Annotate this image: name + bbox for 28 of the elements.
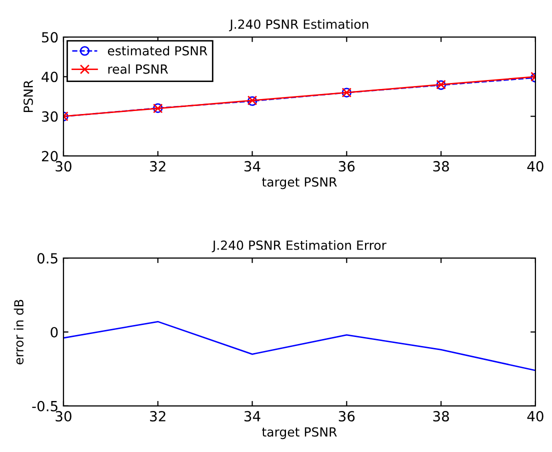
y-tick-label: -0.5 (32, 400, 58, 412)
x-tick-label: 38 (433, 161, 449, 172)
x-tick-label: 34 (244, 411, 260, 422)
chart-title: J.240 PSNR Estimation (229, 19, 368, 32)
y-tick-label: 30 (42, 111, 58, 122)
x-tick-label: 32 (150, 411, 166, 422)
x-tick-label: 36 (338, 411, 355, 422)
x-axis-title: target PSNR (262, 427, 337, 440)
y-tick-label: 40 (42, 72, 58, 82)
y-axis-title: PSNR (24, 80, 33, 112)
y-tick-label: 0.5 (37, 253, 58, 264)
x-tick-label: 40 (527, 411, 544, 422)
x-tick-label: 30 (56, 411, 72, 422)
line-series (63, 320, 536, 372)
x-tick-label: 30 (56, 161, 72, 172)
x-tick-label: 34 (244, 161, 260, 172)
y-tick-label: 50 (42, 32, 58, 43)
x-tick-label: 38 (433, 411, 449, 422)
x-tick-label: 36 (338, 161, 355, 172)
y-tick-label: 20 (42, 150, 58, 162)
legend-label: estimated PSNR (108, 46, 208, 56)
chart-title: J.240 PSNR Estimation Error (212, 240, 386, 252)
y-tick-label: 0 (50, 326, 58, 338)
x-axis-title: target PSNR (262, 177, 337, 190)
x-tick-label: 32 (150, 161, 166, 172)
y-axis-title: error in dB (14, 300, 24, 364)
x-tick-label: 40 (527, 161, 544, 172)
legend-label: real PSNR (108, 64, 168, 74)
